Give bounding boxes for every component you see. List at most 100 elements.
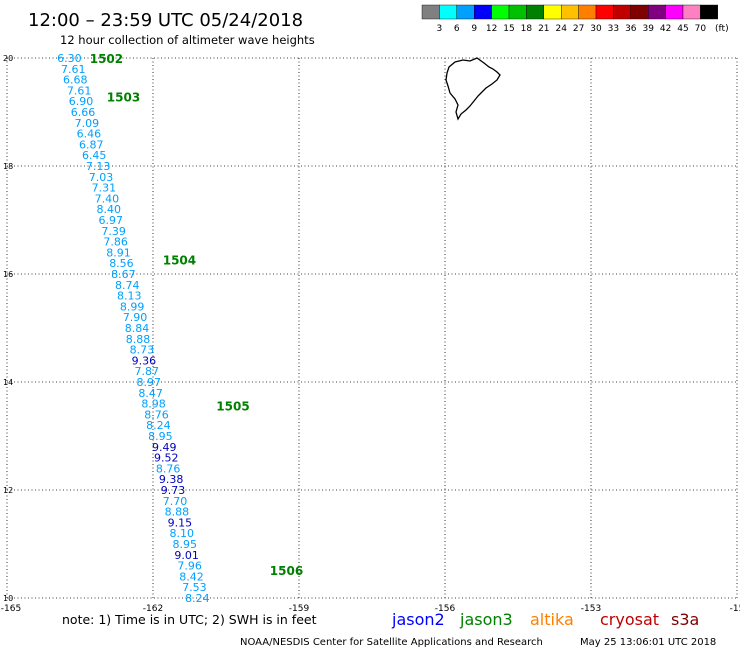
swh-value: 7.87 [135, 365, 160, 378]
legend-label: 39 [642, 24, 654, 34]
swh-value: 7.31 [92, 182, 117, 195]
legend-swatch [648, 4, 666, 20]
swh-value: 9.38 [159, 473, 184, 486]
footer-credit: NOAA/NESDIS Center for Satellite Applica… [240, 637, 543, 648]
footer-note: note: 1) Time is in UTC; 2) SWH is in fe… [62, 612, 317, 627]
swh-value: 9.73 [161, 484, 186, 497]
legend-label: 9 [471, 24, 477, 34]
swh-value: 8.97 [136, 376, 161, 389]
swh-value: 8.91 [106, 246, 131, 259]
swh-value: 7.40 [95, 192, 120, 205]
swh-value: 9.36 [132, 354, 157, 367]
swh-value: 7.70 [163, 495, 188, 508]
legend-swatch [630, 4, 649, 20]
swh-value: 7.03 [89, 171, 114, 184]
swh-value: 8.88 [126, 333, 151, 346]
legend-swatch [595, 4, 614, 20]
swh-value: 8.40 [97, 203, 122, 216]
lon-tick-label: -156 [435, 604, 456, 614]
legend-label: 33 [608, 24, 619, 34]
swh-value: 8.84 [125, 322, 150, 335]
lat-tick-label: 12 [3, 486, 13, 495]
legend-swatch [543, 4, 562, 20]
lat-tick-label: 14 [3, 378, 13, 387]
swh-value: 6.87 [79, 138, 104, 151]
legend-swatch [421, 4, 440, 20]
pass-number: 1502 [90, 52, 123, 66]
legend-swatch [491, 4, 510, 20]
pass-number: 1504 [163, 254, 196, 268]
legend-swatch [682, 4, 701, 20]
lat-tick-label: 10 [3, 594, 13, 603]
satellite-name: jason2 [391, 610, 445, 629]
satellite-name: cryosat [600, 610, 659, 629]
swh-value: 7.09 [75, 117, 100, 130]
lat-tick-label: 20 [3, 54, 13, 63]
swh-value: 8.47 [138, 387, 163, 400]
swh-value: 8.42 [179, 570, 204, 583]
big-island-hawaii-outline [445, 57, 501, 121]
swh-value: 7.86 [103, 236, 128, 249]
swh-value: 6.97 [98, 214, 123, 227]
legend-label: 42 [660, 24, 671, 34]
pass-number: 1505 [216, 399, 249, 413]
swh-value: 6.30 [57, 52, 81, 65]
swh-value: 7.96 [177, 560, 202, 573]
swh-value: 9.15 [168, 516, 193, 529]
legend-label: 15 [503, 24, 514, 34]
swh-value: 8.95 [148, 430, 173, 443]
legend-swatch [665, 4, 684, 20]
swh-value: 8.24 [185, 592, 210, 605]
legend-label: 24 [555, 24, 567, 34]
footer-timestamp: May 25 13:06:01 UTC 2018 [580, 637, 716, 648]
swh-value: 8.98 [141, 398, 166, 411]
map-subtitle: 12 hour collection of altimeter wave hei… [60, 33, 315, 47]
lon-tick-label: -162 [143, 604, 163, 614]
satellite-name: altika [530, 610, 574, 629]
legend-swatch [700, 4, 719, 20]
legend-label: 45 [677, 24, 688, 34]
swh-value: 8.73 [130, 344, 155, 357]
legend-label: 12 [486, 24, 497, 34]
lat-tick-label: 16 [3, 270, 13, 279]
swh-value: 8.24 [146, 419, 171, 432]
legend-label: 27 [573, 24, 584, 34]
lon-tick-label: -153 [581, 604, 601, 614]
legend-label: 36 [625, 24, 637, 34]
swh-value: 8.13 [117, 290, 142, 303]
swh-value: 9.52 [154, 452, 179, 465]
swh-value: 7.13 [86, 160, 111, 173]
legend-label: 70 [695, 24, 707, 34]
pass-labels: 1502 1503 1504 1505 1506 [90, 52, 303, 578]
swh-value: 7.39 [101, 225, 126, 238]
swh-value: 8.67 [111, 268, 136, 281]
swh-value: 9.49 [152, 441, 177, 454]
swh-value: 8.74 [115, 279, 140, 292]
lat-lon-grid: -165 -162 -159 -156 -153 -15 20 18 16 14 12 10 [1, 54, 740, 614]
satellite-legend: jason2 jason3 altika cryosat s3a [391, 610, 699, 629]
satellite-name: jason3 [459, 610, 513, 629]
swh-value: 8.95 [172, 538, 197, 551]
pass-number: 1506 [270, 564, 303, 578]
legend-label: (ft) [715, 24, 729, 34]
legend-swatch [561, 4, 579, 20]
swh-value: 6.45 [82, 149, 107, 162]
swh-value: 6.46 [77, 128, 102, 141]
legend-swatch [439, 4, 457, 20]
lon-tick-label: -159 [289, 604, 310, 614]
swh-value: 7.90 [123, 311, 147, 324]
swh-value: 6.90 [69, 95, 94, 108]
legend-swatch [508, 4, 527, 20]
swh-value: 8.76 [144, 408, 169, 421]
lon-tick-label: -165 [1, 604, 21, 614]
swh-value: 8.99 [120, 300, 145, 313]
map-title: 12:00 – 23:59 UTC 05/24/2018 [28, 10, 303, 31]
swh-value: 8.76 [156, 462, 181, 475]
swh-value: 8.56 [109, 257, 134, 270]
legend-label: 6 [454, 24, 460, 34]
legend-label: 18 [521, 24, 533, 34]
legend-label: 3 [437, 24, 443, 34]
legend-swatch [474, 4, 492, 20]
legend-label: 21 [538, 24, 549, 34]
